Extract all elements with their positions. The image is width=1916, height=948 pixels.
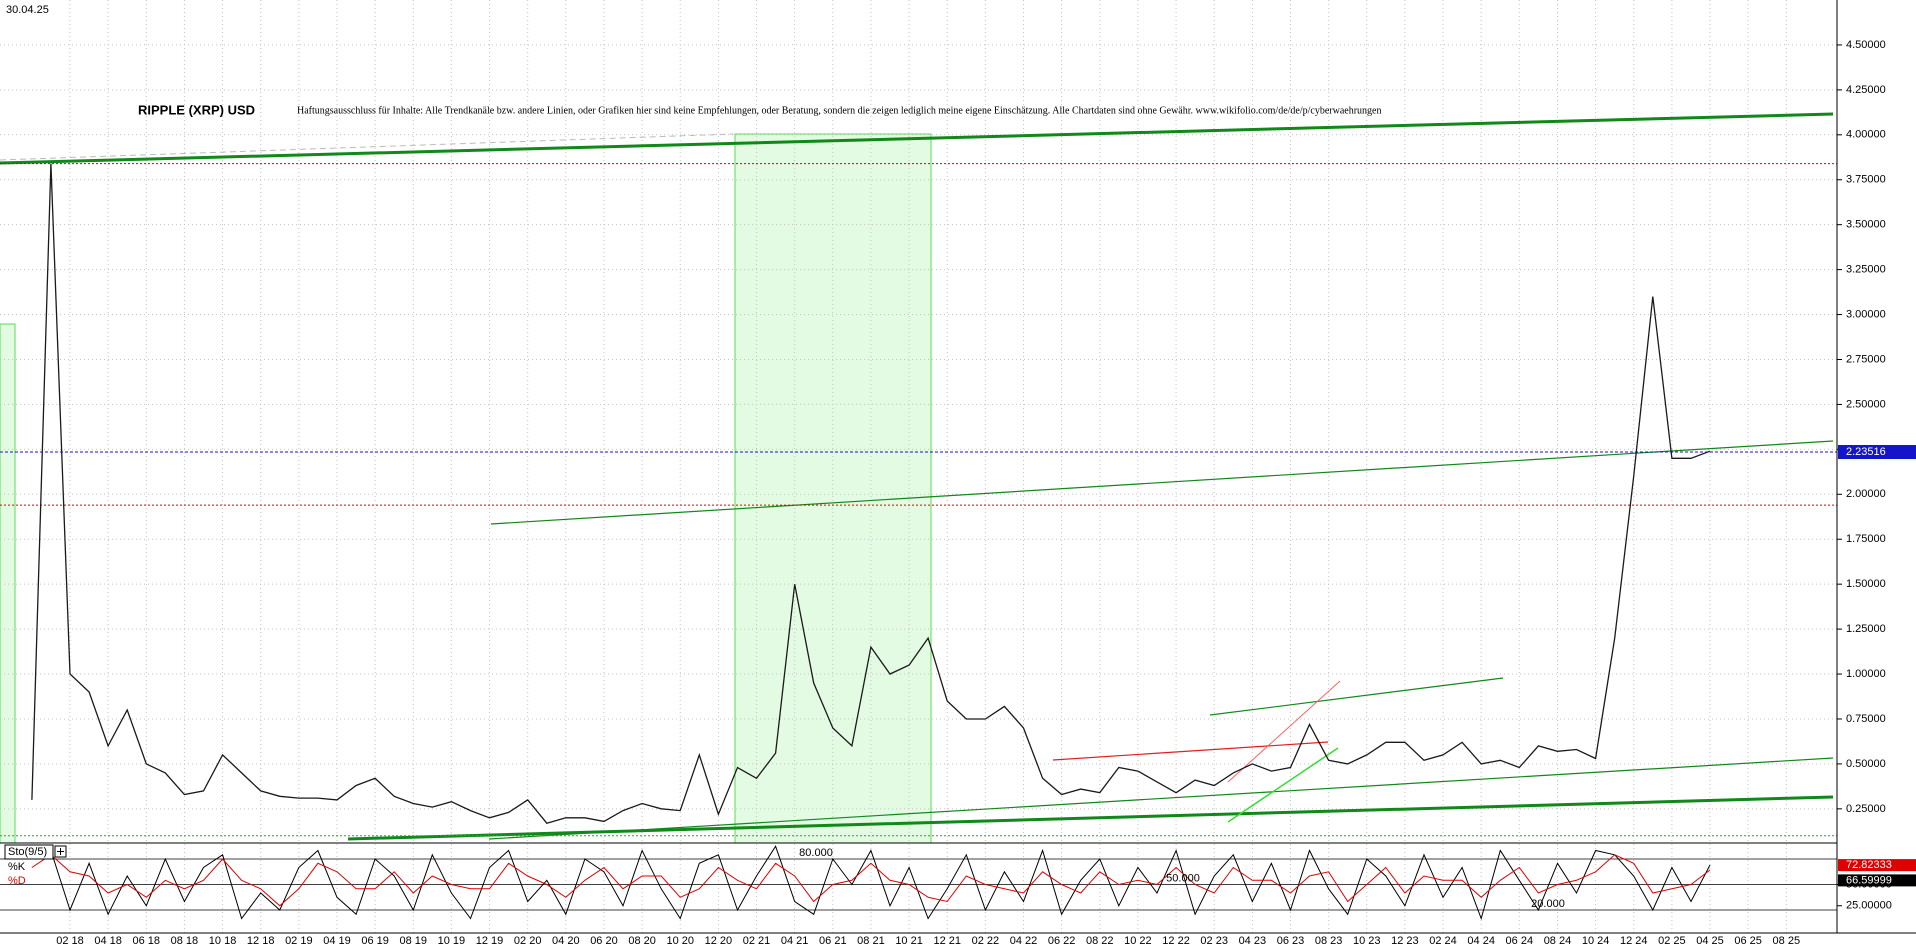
value-marker-label: 66.59999 <box>1846 874 1892 886</box>
stochastic-line <box>31 845 1711 921</box>
x-tick-label: 02 18 <box>56 935 84 947</box>
x-tick-label: 04 20 <box>552 935 580 947</box>
y-tick-label: 0.75000 <box>1846 713 1886 725</box>
x-tick-label: 06 20 <box>590 935 618 947</box>
x-tick-label: 08 23 <box>1315 935 1343 947</box>
trendline <box>0 112 1834 165</box>
x-tick-label: 02 24 <box>1429 935 1457 947</box>
x-tick-label: 10 22 <box>1124 935 1152 947</box>
trendlines <box>0 112 1834 841</box>
level-label: 50.000 <box>1166 872 1200 884</box>
x-tick-label: 02 21 <box>743 935 771 947</box>
x-tick-label: 02 20 <box>514 935 542 947</box>
x-tick-label: 08 24 <box>1544 935 1572 947</box>
y-tick-label: 0.25000 <box>1846 803 1886 815</box>
y-tick-label: 1.75000 <box>1846 533 1886 545</box>
x-tick-label: 04 23 <box>1239 935 1267 947</box>
trendline <box>1227 747 1339 823</box>
trendline <box>0 133 734 161</box>
trendline <box>1209 677 1504 716</box>
x-tick-label: 10 18 <box>209 935 237 947</box>
y-tick-label: 1.25000 <box>1846 623 1886 635</box>
value-marker-label: 72.82333 <box>1846 859 1892 871</box>
y-tick-label: 3.00000 <box>1846 308 1886 320</box>
trendline <box>488 757 1834 840</box>
trendline <box>1052 741 1329 761</box>
legend-d: %D <box>8 875 26 887</box>
legend-k: %K <box>8 861 26 873</box>
x-tick-label: 10 19 <box>438 935 466 947</box>
x-tick-label: 12 21 <box>933 935 961 947</box>
x-tick-label: 10 24 <box>1582 935 1610 947</box>
x-tick-label: 04 21 <box>781 935 809 947</box>
x-tick-label: 02 19 <box>285 935 313 947</box>
x-tick-label: 06 18 <box>133 935 161 947</box>
x-tick-label: 04 25 <box>1696 935 1724 947</box>
x-tick-label: 08 18 <box>171 935 199 947</box>
x-tick-label: 10 23 <box>1353 935 1381 947</box>
x-tick-label: 06 23 <box>1277 935 1305 947</box>
indicator-title: Sto(9/5) <box>8 846 47 858</box>
value-marker-box <box>1838 859 1916 872</box>
y-tick-label: 2.50000 <box>1846 398 1886 410</box>
level-label: 20.000 <box>1531 898 1565 910</box>
x-tick-label: 08 21 <box>857 935 885 947</box>
x-tick-label: 06 21 <box>819 935 847 947</box>
x-tick-label: 12 24 <box>1620 935 1648 947</box>
y-tick-label: 25.00000 <box>1846 900 1892 912</box>
indicator-box <box>4 844 54 860</box>
price-line <box>31 163 1711 824</box>
y-tick-label: 4.50000 <box>1846 39 1886 51</box>
x-tick-label: 02 25 <box>1658 935 1686 947</box>
chart-title: RIPPLE (XRP) USD <box>138 102 255 117</box>
y-tick-label: 2.75000 <box>1846 353 1886 365</box>
highlight-zone <box>0 323 16 844</box>
x-tick-label: 06 25 <box>1734 935 1762 947</box>
level-label: 80.000 <box>799 847 833 859</box>
x-tick-label: 12 23 <box>1391 935 1419 947</box>
y-tick-label: 3.75000 <box>1846 174 1886 186</box>
x-tick-label: 04 24 <box>1467 935 1495 947</box>
y-tick-label: 1.00000 <box>1846 668 1886 680</box>
trendline <box>490 440 1834 525</box>
x-tick-label: 08 20 <box>628 935 656 947</box>
x-tick-label: 04 18 <box>94 935 122 947</box>
x-tick-label: 08 19 <box>399 935 427 947</box>
x-tick-label: 12 22 <box>1162 935 1190 947</box>
y-tick-label: 0.50000 <box>1846 758 1886 770</box>
x-tick-label: 06 24 <box>1506 935 1534 947</box>
x-tick-label: 08 25 <box>1773 935 1801 947</box>
y-tick-label: 4.00000 <box>1846 129 1886 141</box>
y-tick-label: 1.50000 <box>1846 578 1886 590</box>
y-tick-label: 3.25000 <box>1846 264 1886 276</box>
x-tick-label: 02 23 <box>1200 935 1228 947</box>
price-marker-box <box>1838 445 1916 460</box>
disclaimer: Haftungsausschluss für Inhalte: Alle Tre… <box>297 105 1382 116</box>
date-label: 30.04.25 <box>6 4 49 16</box>
x-tick-label: 06 19 <box>361 935 389 947</box>
trendline <box>1227 680 1341 783</box>
x-tick-label: 04 19 <box>323 935 351 947</box>
y-tick-label: 3.50000 <box>1846 219 1886 231</box>
x-tick-label: 08 22 <box>1086 935 1114 947</box>
price-marker-label: 2.23516 <box>1846 446 1886 458</box>
x-tick-label: 10 20 <box>666 935 694 947</box>
x-tick-label: 12 19 <box>476 935 504 947</box>
x-tick-label: 06 22 <box>1048 935 1076 947</box>
y-tick-label: 2.00000 <box>1846 488 1886 500</box>
x-tick-label: 12 20 <box>705 935 733 947</box>
x-tick-label: 10 21 <box>895 935 923 947</box>
x-tick-label: 02 22 <box>972 935 1000 947</box>
value-marker-box <box>1838 874 1916 887</box>
stochastic-line <box>31 854 1711 907</box>
x-tick-label: 04 22 <box>1010 935 1038 947</box>
x-tick-label: 12 18 <box>247 935 275 947</box>
y-tick-label: 4.25000 <box>1846 84 1886 96</box>
plus-icon <box>57 848 64 855</box>
